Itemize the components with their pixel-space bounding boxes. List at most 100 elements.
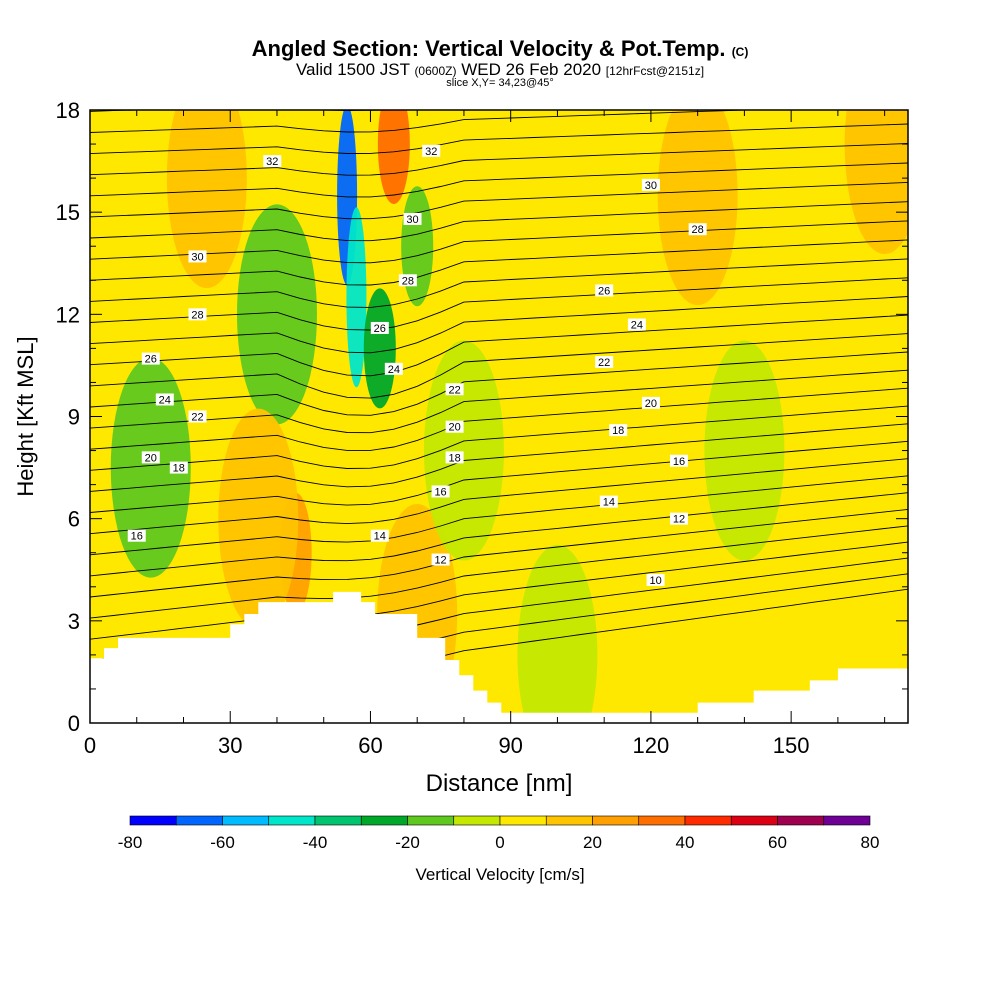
colorbar-swatch — [684, 815, 732, 826]
svg-text:22: 22 — [598, 357, 610, 369]
svg-text:16: 16 — [131, 531, 143, 543]
contour-label: 18 — [609, 424, 628, 437]
isentrope-line — [90, 541, 908, 640]
pot-temp-contours — [90, 110, 908, 704]
colorbar-tick-label: 80 — [861, 833, 880, 852]
isentrope-line — [90, 201, 908, 242]
contour-label: 30 — [641, 178, 660, 192]
field-feature — [657, 110, 738, 306]
chart-title: Angled Section: Vertical Velocity & Pot.… — [251, 36, 749, 61]
colorbar-tick-label: -60 — [210, 833, 235, 852]
svg-text:12: 12 — [434, 555, 446, 567]
chart-subtitle: Valid 1500 JST (0600Z) WED 26 Feb 2020 [… — [295, 60, 705, 79]
x-tick-label: 120 — [633, 733, 670, 758]
colorbar-swatch — [777, 815, 825, 826]
svg-text:18: 18 — [173, 463, 185, 475]
colorbar-swatch — [592, 815, 640, 826]
isentrope-line — [90, 123, 908, 155]
contour-label: 26 — [141, 352, 160, 366]
x-axis-label: Distance [nm] — [426, 770, 573, 797]
svg-text:18: 18 — [448, 452, 460, 464]
contour-label: 32 — [422, 144, 441, 158]
svg-text:26: 26 — [374, 323, 386, 335]
colorbar-swatch — [407, 815, 455, 826]
isentrope-line — [90, 423, 908, 492]
contour-label: 26 — [370, 321, 389, 335]
svg-text:14: 14 — [374, 531, 386, 543]
contour-label: 14 — [370, 529, 389, 543]
contour-label: 28 — [188, 308, 207, 321]
colorbar-tick-label: 20 — [583, 833, 602, 852]
svg-text:16: 16 — [673, 456, 685, 468]
isentrope-line — [90, 458, 908, 535]
colorbar-tick-label: 0 — [495, 833, 504, 852]
contour-label: 32 — [263, 155, 282, 168]
colorbar-swatch — [175, 815, 223, 826]
isentrope-line — [90, 333, 908, 399]
colorbar-swatch — [314, 815, 362, 826]
isentrope-line — [90, 239, 908, 286]
y-tick-label: 9 — [68, 405, 80, 430]
colorbar-tick-label: -80 — [118, 833, 143, 852]
isentrope-line — [90, 110, 908, 133]
svg-text:10: 10 — [649, 575, 661, 587]
svg-text:24: 24 — [631, 320, 643, 332]
isentrope-line — [90, 351, 908, 416]
contour-label: 24 — [627, 318, 646, 332]
contour-label: 20 — [445, 420, 464, 434]
svg-text:30: 30 — [645, 180, 657, 192]
y-tick-label: 0 — [68, 711, 80, 736]
isentrope-line — [90, 296, 908, 354]
svg-text:14: 14 — [603, 497, 615, 509]
contour-label: 12 — [431, 553, 450, 567]
svg-text:30: 30 — [191, 251, 203, 263]
contour-label: 16 — [127, 529, 146, 543]
svg-text:32: 32 — [266, 156, 278, 168]
field-feature — [363, 288, 396, 409]
field-feature — [166, 110, 247, 289]
svg-text:20: 20 — [448, 422, 460, 434]
y-tick-label: 12 — [56, 302, 80, 327]
y-tick-label: 3 — [68, 609, 80, 634]
svg-text:26: 26 — [598, 285, 610, 297]
x-tick-label: 60 — [358, 733, 382, 758]
isentrope-line — [90, 258, 908, 308]
field-feature — [110, 357, 191, 578]
colorbar-tick-label: -20 — [395, 833, 420, 852]
contour-label: 30 — [188, 250, 207, 263]
svg-text:32: 32 — [425, 146, 437, 158]
terrain — [90, 591, 908, 723]
isentrope-line — [90, 440, 908, 513]
svg-text:20: 20 — [645, 398, 657, 410]
contour-label: 20 — [141, 451, 160, 464]
field-feature — [517, 544, 598, 723]
y-axis-label: Height [Kft MSL] — [13, 336, 38, 496]
colorbar-swatch — [823, 815, 871, 826]
isentrope-line — [90, 508, 908, 598]
contour-label: 16 — [669, 454, 688, 468]
colorbar-tick-label: -40 — [303, 833, 328, 852]
x-tick-label: 0 — [84, 733, 96, 758]
colorbar-swatch — [360, 815, 408, 826]
colorbar-swatch — [545, 815, 593, 826]
isentrope-line — [90, 475, 908, 556]
y-tick-label: 15 — [56, 200, 80, 225]
colorbar-swatch — [129, 815, 177, 826]
isentrope-line — [90, 525, 908, 619]
colorbar-swatch — [730, 815, 778, 826]
field-feature — [377, 110, 410, 205]
contour-label: 18 — [169, 461, 188, 475]
isentrope-line — [90, 220, 908, 264]
isentrope-line — [90, 369, 908, 434]
isentrope-line — [90, 181, 908, 220]
svg-text:28: 28 — [191, 309, 203, 321]
colorbar-swatch — [268, 815, 316, 826]
contour-label: 16 — [431, 485, 450, 498]
field-feature — [844, 110, 908, 255]
contour-label: 22 — [188, 410, 207, 424]
colorbar-swatch — [222, 815, 270, 826]
svg-text:28: 28 — [692, 224, 704, 236]
svg-text:22: 22 — [448, 384, 460, 396]
field-feature — [601, 408, 682, 629]
